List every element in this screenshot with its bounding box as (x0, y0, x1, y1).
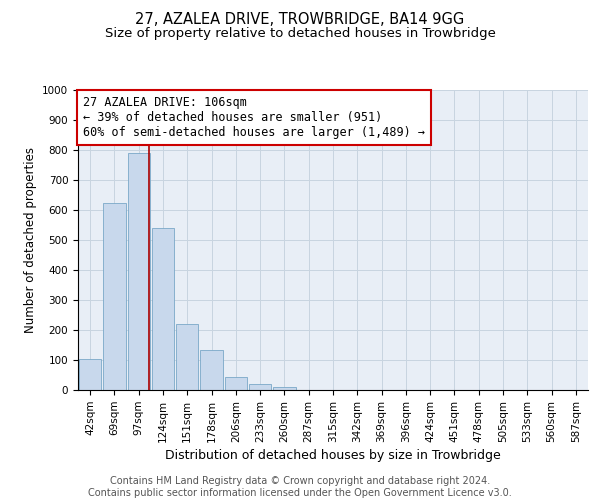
Bar (79, 359, 101, 390)
Bar (128, 153, 150, 390)
Text: Size of property relative to detached houses in Trowbridge: Size of property relative to detached ho… (104, 28, 496, 40)
Bar (249, 384, 271, 390)
Bar (176, 324, 199, 390)
Text: 27 AZALEA DRIVE: 106sqm
← 39% of detached houses are smaller (951)
60% of semi-d: 27 AZALEA DRIVE: 106sqm ← 39% of detache… (83, 96, 425, 139)
Bar (273, 387, 296, 390)
Text: Contains HM Land Registry data © Crown copyright and database right 2024.
Contai: Contains HM Land Registry data © Crown c… (88, 476, 512, 498)
Bar (103, 202, 125, 390)
Bar (224, 376, 247, 390)
Bar (152, 228, 174, 390)
X-axis label: Distribution of detached houses by size in Trowbridge: Distribution of detached houses by size … (165, 449, 501, 462)
Y-axis label: Number of detached properties: Number of detached properties (23, 147, 37, 333)
Text: 27, AZALEA DRIVE, TROWBRIDGE, BA14 9GG: 27, AZALEA DRIVE, TROWBRIDGE, BA14 9GG (136, 12, 464, 28)
Bar (200, 350, 223, 390)
